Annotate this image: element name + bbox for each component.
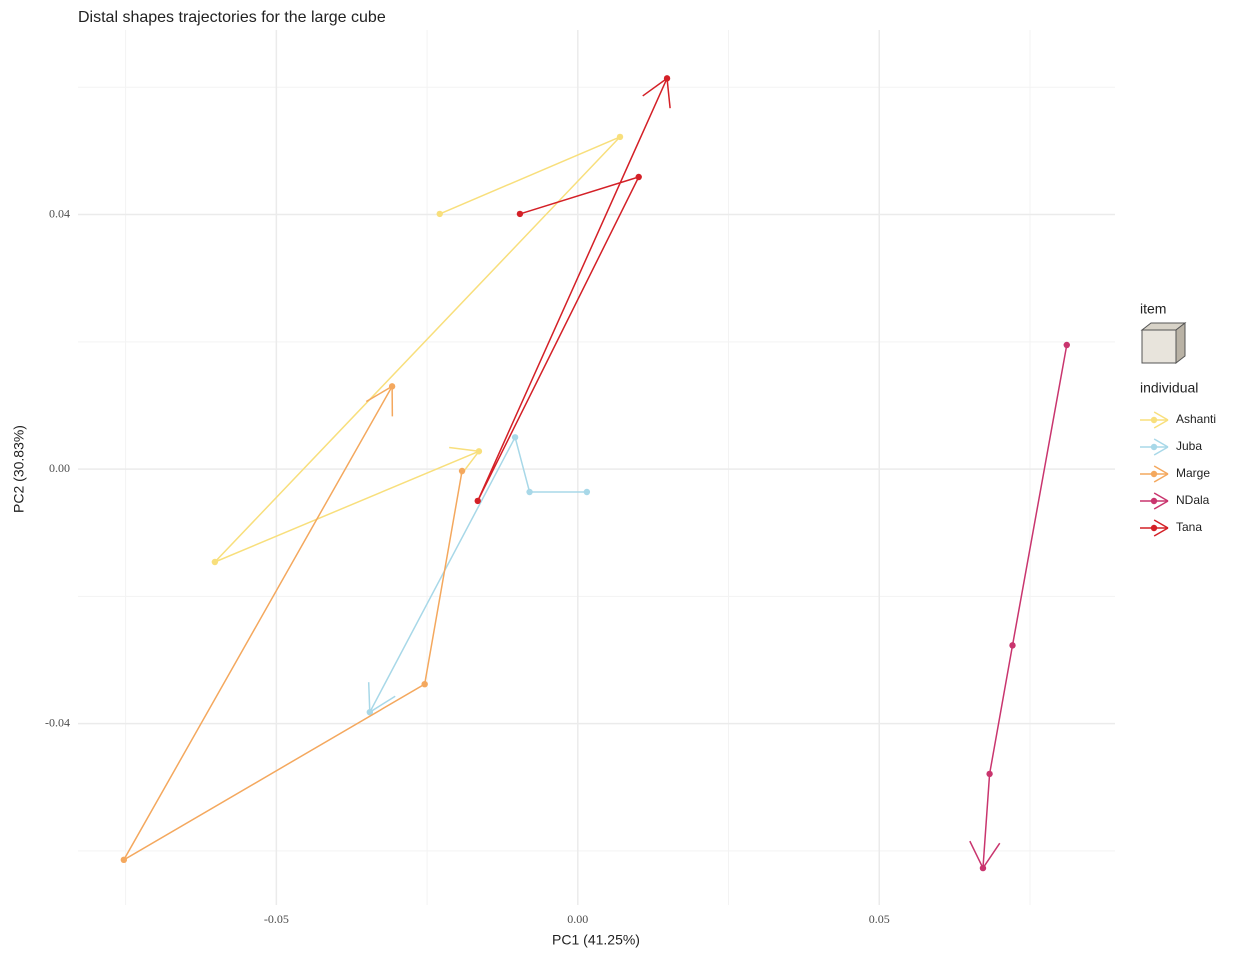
point [616, 133, 624, 141]
y-tick-label: -0.04 [45, 715, 70, 729]
arrow-head [1153, 527, 1169, 537]
arrow-head [1153, 465, 1169, 475]
point [516, 210, 524, 218]
point [388, 383, 396, 390]
y-axis-title: PC2 (30.83%) [11, 425, 27, 513]
point [1009, 642, 1016, 649]
legend-item-title: item [1140, 301, 1166, 317]
arrow-head [1153, 500, 1169, 510]
point [366, 708, 374, 716]
trajectory-line [477, 78, 668, 502]
point [583, 488, 591, 496]
point [986, 770, 993, 778]
legend-label: NDala [1176, 493, 1210, 507]
trajectory-line [369, 435, 587, 713]
arrow-head [969, 840, 984, 869]
point [436, 210, 443, 218]
point [1063, 341, 1070, 349]
arrow-head [1153, 419, 1169, 429]
legend-title: individual [1140, 380, 1198, 396]
arrow-head [1153, 473, 1169, 483]
legend-key-point [1150, 443, 1158, 451]
trajectory-line [214, 136, 621, 563]
point [635, 173, 642, 181]
legend-label: Ashanti [1176, 412, 1216, 426]
legend-key-point [1150, 416, 1158, 424]
arrow-head [365, 385, 393, 403]
arrow-head [1153, 438, 1169, 448]
arrow-head [982, 842, 1001, 869]
x-tick-label: -0.05 [264, 912, 289, 926]
point [421, 680, 428, 688]
point [511, 434, 519, 441]
x-tick-label: 0.05 [869, 912, 890, 926]
point [663, 75, 671, 82]
point [979, 864, 987, 872]
arrow-head [1153, 446, 1169, 456]
arrow-head [367, 682, 371, 713]
point [211, 558, 219, 566]
arrow-head [1153, 492, 1169, 502]
trajectory-line [121, 385, 463, 862]
chart-title: Distal shapes trajectories for the large… [78, 9, 386, 26]
y-tick-label: 0.00 [49, 461, 70, 475]
legend-key-point [1150, 524, 1158, 532]
legend-key-point [1150, 497, 1158, 505]
legend-key-point [1150, 470, 1158, 478]
legend-label: Juba [1176, 439, 1202, 453]
trajectory-line [982, 344, 1068, 869]
point [475, 448, 483, 455]
arrow-head [1153, 519, 1169, 529]
x-tick-label: 0.00 [567, 912, 588, 926]
legend-label: Tana [1176, 520, 1202, 534]
x-axis-title: PC1 (41.25%) [552, 932, 640, 948]
arrow-head [1153, 411, 1169, 421]
point [474, 497, 481, 505]
arrow-head [369, 695, 396, 713]
point [458, 467, 466, 475]
y-tick-label: 0.04 [49, 206, 70, 220]
arrow-head [666, 78, 671, 109]
point [120, 856, 128, 864]
cube-icon [1140, 321, 1187, 365]
legend-label: Marge [1176, 466, 1210, 480]
arrow-head [642, 77, 668, 97]
arrow-head [449, 446, 480, 453]
point [526, 488, 533, 496]
